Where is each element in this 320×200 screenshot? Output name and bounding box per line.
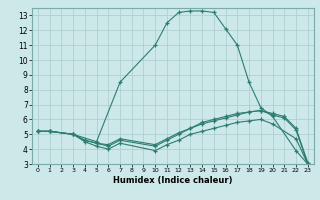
X-axis label: Humidex (Indice chaleur): Humidex (Indice chaleur): [113, 176, 233, 185]
